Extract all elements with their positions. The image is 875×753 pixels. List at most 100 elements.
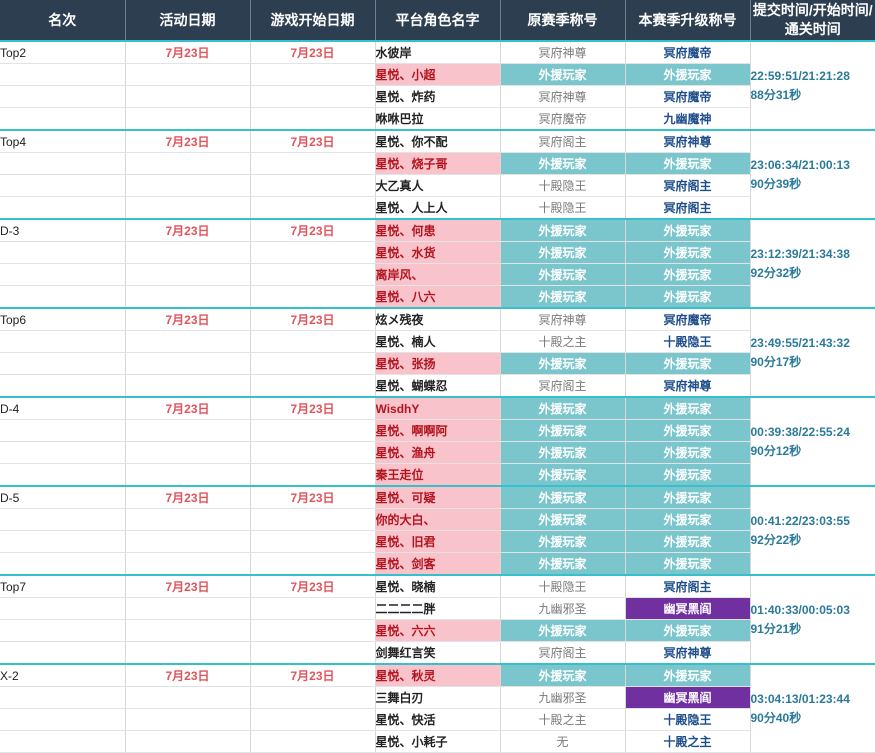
original-title-cell[interactable]: 十殿之主 — [500, 331, 625, 353]
upgraded-title-cell[interactable]: 外援玩家 — [625, 553, 750, 576]
role-name-cell[interactable]: 咻咻巴拉 — [375, 108, 500, 131]
role-name-cell[interactable]: 星悦、秋灵 — [375, 664, 500, 687]
rank-cell[interactable] — [0, 375, 125, 398]
activity-date-cell[interactable] — [125, 375, 250, 398]
col-header-role-name[interactable]: 平台角色名字 — [375, 0, 500, 41]
activity-date-cell[interactable] — [125, 331, 250, 353]
activity-date-cell[interactable] — [125, 531, 250, 553]
activity-date-cell[interactable] — [125, 687, 250, 709]
game-start-date-cell[interactable]: 7月23日 — [250, 664, 375, 687]
role-name-cell[interactable]: 星悦、张扬 — [375, 353, 500, 375]
role-name-cell[interactable]: 炫メ残夜 — [375, 308, 500, 331]
role-name-cell[interactable]: 星悦、六六 — [375, 620, 500, 642]
original-title-cell[interactable]: 外援玩家 — [500, 219, 625, 242]
activity-date-cell[interactable]: 7月23日 — [125, 130, 250, 153]
rank-cell[interactable] — [0, 64, 125, 86]
activity-date-cell[interactable] — [125, 175, 250, 197]
activity-date-cell[interactable] — [125, 509, 250, 531]
upgraded-title-cell[interactable]: 冥府阁主 — [625, 575, 750, 598]
game-start-date-cell[interactable] — [250, 620, 375, 642]
original-title-cell[interactable]: 外援玩家 — [500, 286, 625, 309]
rank-cell[interactable] — [0, 598, 125, 620]
game-start-date-cell[interactable] — [250, 264, 375, 286]
rank-cell[interactable] — [0, 175, 125, 197]
upgraded-title-cell[interactable]: 外援玩家 — [625, 242, 750, 264]
upgraded-title-cell[interactable]: 外援玩家 — [625, 664, 750, 687]
game-start-date-cell[interactable] — [250, 598, 375, 620]
original-title-cell[interactable]: 外援玩家 — [500, 664, 625, 687]
upgraded-title-cell[interactable]: 九幽魔神 — [625, 108, 750, 131]
role-name-cell[interactable]: 星悦、炸药 — [375, 86, 500, 108]
original-title-cell[interactable]: 冥府神尊 — [500, 308, 625, 331]
original-title-cell[interactable]: 十殿隐王 — [500, 175, 625, 197]
game-start-date-cell[interactable]: 7月23日 — [250, 219, 375, 242]
rank-cell[interactable] — [0, 642, 125, 665]
role-name-cell[interactable]: WisdhY — [375, 397, 500, 420]
rank-cell[interactable] — [0, 197, 125, 220]
upgraded-title-cell[interactable]: 外援玩家 — [625, 286, 750, 309]
game-start-date-cell[interactable] — [250, 553, 375, 576]
upgraded-title-cell[interactable]: 外援玩家 — [625, 64, 750, 86]
game-start-date-cell[interactable]: 7月23日 — [250, 397, 375, 420]
game-start-date-cell[interactable] — [250, 731, 375, 753]
activity-date-cell[interactable] — [125, 442, 250, 464]
col-header-upgraded-title[interactable]: 本赛季升级称号 — [625, 0, 750, 41]
upgraded-title-cell[interactable]: 冥府神尊 — [625, 642, 750, 665]
game-start-date-cell[interactable]: 7月23日 — [250, 575, 375, 598]
original-title-cell[interactable]: 外援玩家 — [500, 397, 625, 420]
role-name-cell[interactable]: 剑舞红言笑 — [375, 642, 500, 665]
role-name-cell[interactable]: 你的大白、 — [375, 509, 500, 531]
role-name-cell[interactable]: 星悦、人上人 — [375, 197, 500, 220]
game-start-date-cell[interactable] — [250, 642, 375, 665]
role-name-cell[interactable]: 星悦、蝴蝶忍 — [375, 375, 500, 398]
game-start-date-cell[interactable]: 7月23日 — [250, 130, 375, 153]
upgraded-title-cell[interactable]: 冥府魔帝 — [625, 86, 750, 108]
rank-cell[interactable] — [0, 553, 125, 576]
role-name-cell[interactable]: 星悦、小超 — [375, 64, 500, 86]
game-start-date-cell[interactable] — [250, 153, 375, 175]
role-name-cell[interactable]: 星悦、楠人 — [375, 331, 500, 353]
role-name-cell[interactable]: 离岸风、 — [375, 264, 500, 286]
upgraded-title-cell[interactable]: 外援玩家 — [625, 219, 750, 242]
game-start-date-cell[interactable] — [250, 709, 375, 731]
activity-date-cell[interactable] — [125, 731, 250, 753]
role-name-cell[interactable]: 星悦、旧君 — [375, 531, 500, 553]
upgraded-title-cell[interactable]: 外援玩家 — [625, 620, 750, 642]
game-start-date-cell[interactable] — [250, 687, 375, 709]
activity-date-cell[interactable] — [125, 108, 250, 131]
role-name-cell[interactable]: 星悦、你不配 — [375, 130, 500, 153]
rank-cell[interactable] — [0, 442, 125, 464]
upgraded-title-cell[interactable]: 外援玩家 — [625, 442, 750, 464]
original-title-cell[interactable]: 外援玩家 — [500, 531, 625, 553]
role-name-cell[interactable]: 星悦、烧子哥 — [375, 153, 500, 175]
original-title-cell[interactable]: 外援玩家 — [500, 353, 625, 375]
rank-cell[interactable] — [0, 353, 125, 375]
original-title-cell[interactable]: 冥府魔帝 — [500, 108, 625, 131]
role-name-cell[interactable]: 星悦、何患 — [375, 219, 500, 242]
role-name-cell[interactable]: 星悦、剑客 — [375, 553, 500, 576]
rank-cell[interactable]: D-4 — [0, 397, 125, 420]
game-start-date-cell[interactable] — [250, 175, 375, 197]
activity-date-cell[interactable] — [125, 709, 250, 731]
upgraded-title-cell[interactable]: 外援玩家 — [625, 509, 750, 531]
upgraded-title-cell[interactable]: 冥府阁主 — [625, 197, 750, 220]
original-title-cell[interactable]: 冥府阁主 — [500, 130, 625, 153]
rank-cell[interactable] — [0, 331, 125, 353]
game-start-date-cell[interactable]: 7月23日 — [250, 41, 375, 64]
rank-cell[interactable]: X-2 — [0, 664, 125, 687]
upgraded-title-cell[interactable]: 冥府阁主 — [625, 175, 750, 197]
col-header-game-start-date[interactable]: 游戏开始日期 — [250, 0, 375, 41]
rank-cell[interactable]: Top7 — [0, 575, 125, 598]
activity-date-cell[interactable] — [125, 197, 250, 220]
activity-date-cell[interactable]: 7月23日 — [125, 308, 250, 331]
original-title-cell[interactable]: 九幽邪圣 — [500, 687, 625, 709]
activity-date-cell[interactable] — [125, 598, 250, 620]
original-title-cell[interactable]: 外援玩家 — [500, 242, 625, 264]
role-name-cell[interactable]: 星悦、八六 — [375, 286, 500, 309]
game-start-date-cell[interactable] — [250, 108, 375, 131]
rank-cell[interactable] — [0, 709, 125, 731]
game-start-date-cell[interactable] — [250, 464, 375, 487]
